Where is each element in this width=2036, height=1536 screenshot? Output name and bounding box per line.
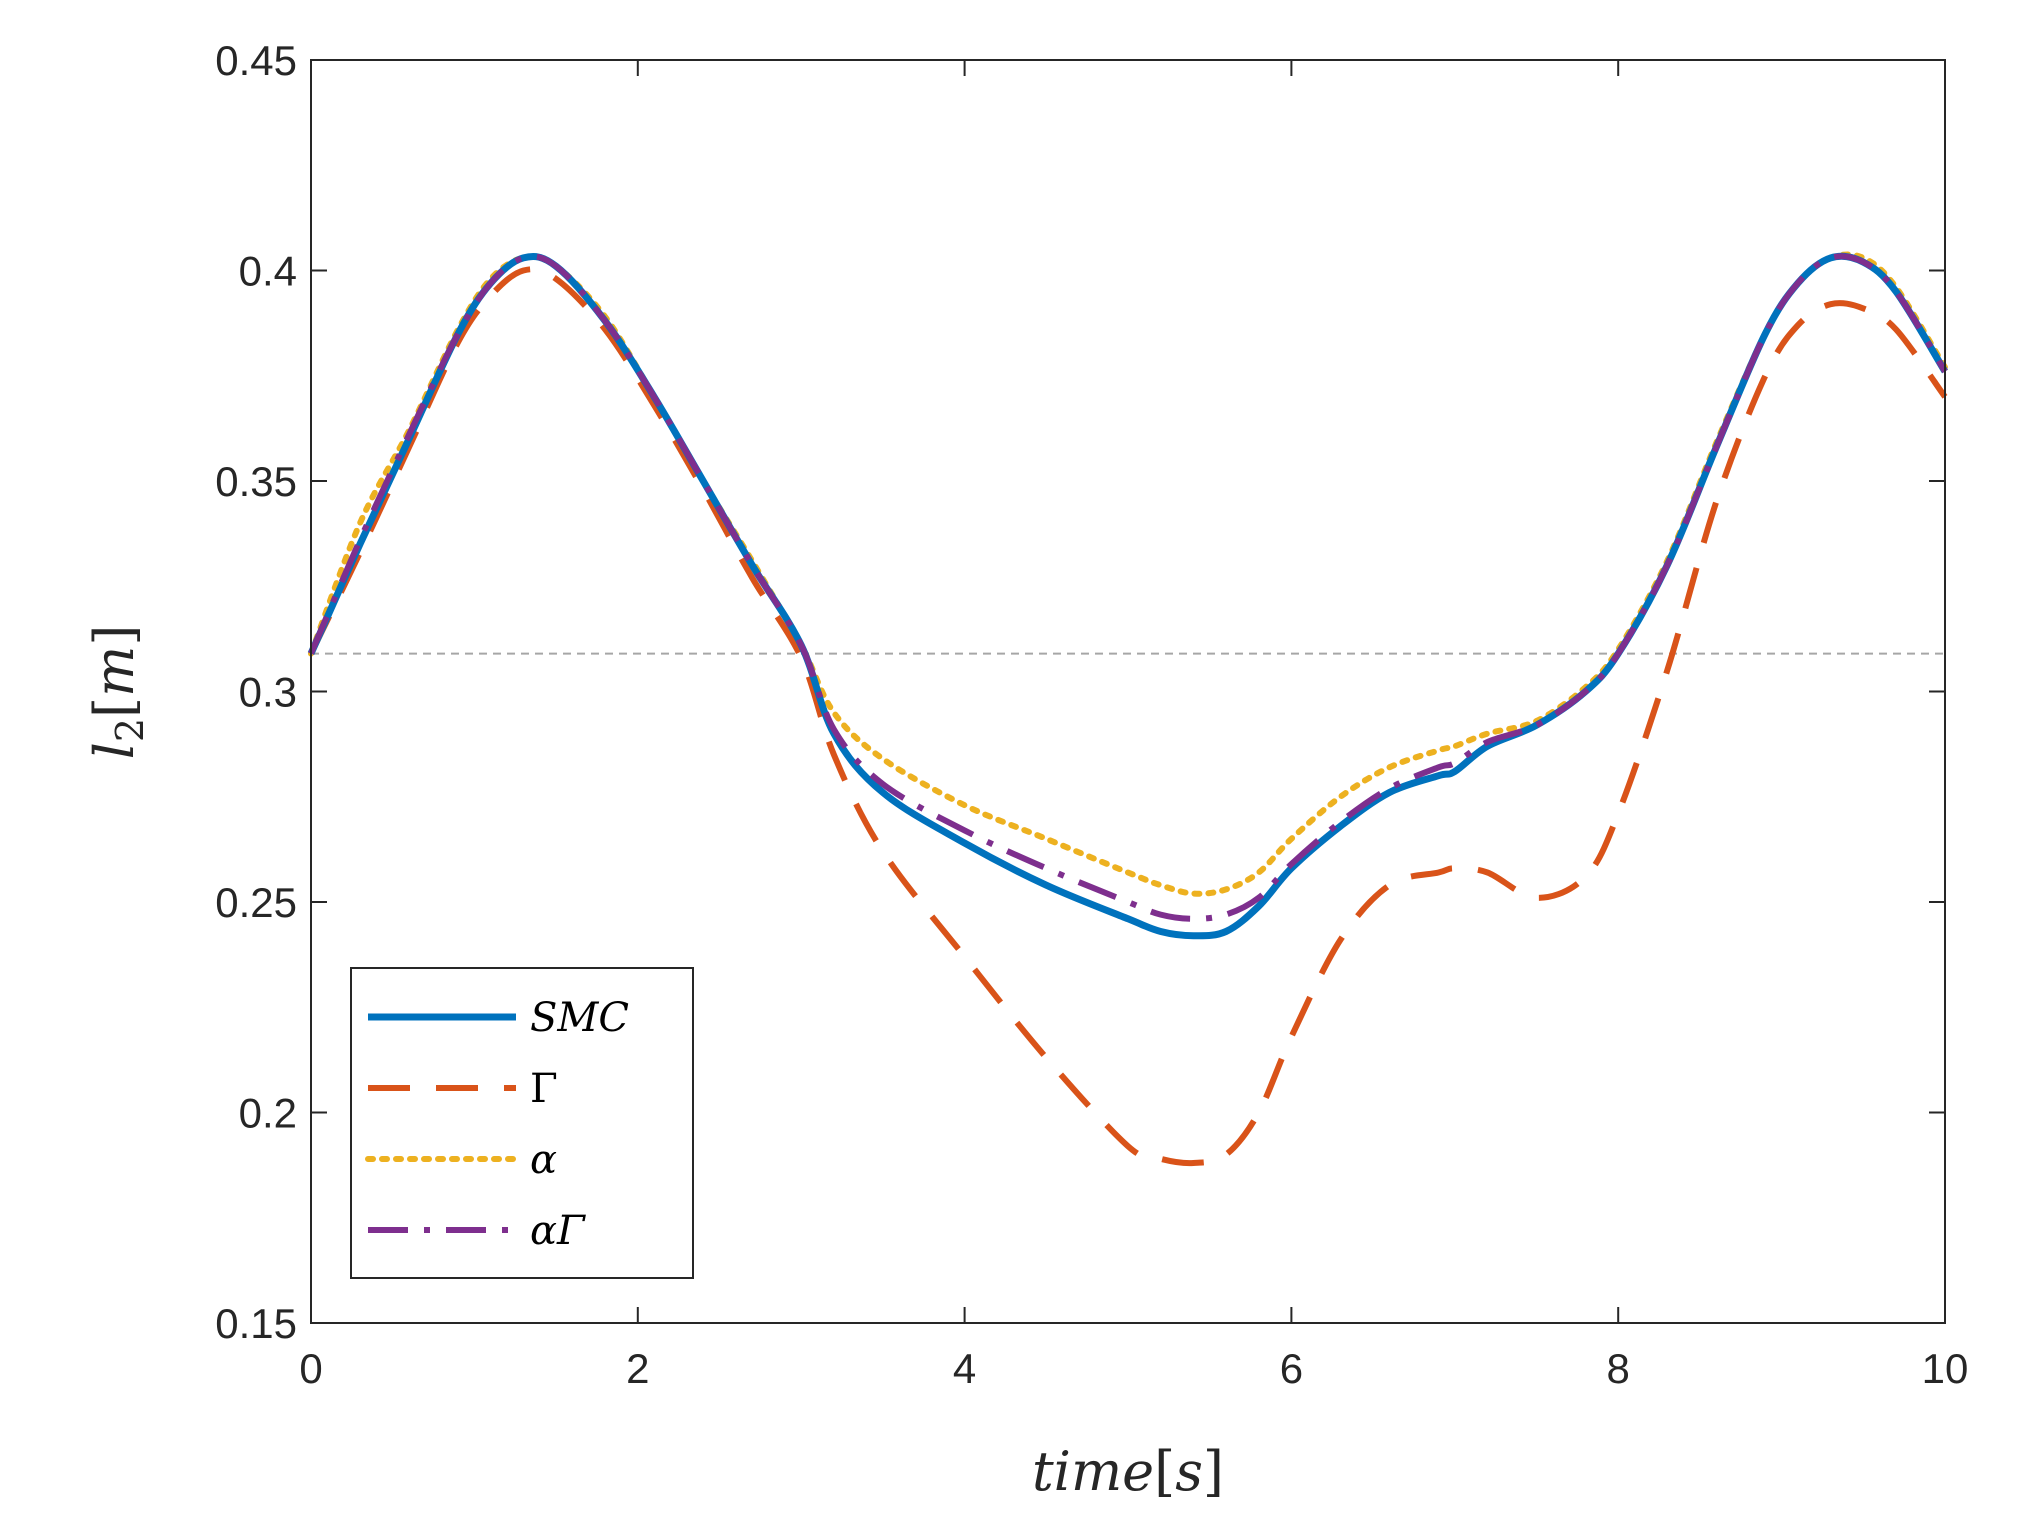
y-tick-label: 0.45 (215, 37, 297, 84)
legend-label-gamma: Γ (530, 1066, 558, 1112)
y-axis-label-open: [ (83, 697, 146, 718)
legend-label-smc: SMC (530, 995, 629, 1041)
legend-label-alpha-gamma: αΓ (530, 1208, 586, 1254)
y-axis-label-sub: 2 (108, 718, 152, 742)
y-tick-label: 0.35 (215, 458, 297, 505)
x-tick-label: 4 (953, 1345, 976, 1392)
x-tick-label: 6 (1280, 1345, 1303, 1392)
y-axis-label-close: ] (83, 625, 146, 646)
x-tick-label: 10 (1922, 1345, 1969, 1392)
x-axis-label-unit: s (1175, 1440, 1203, 1503)
tick-layer: 0 2 4 6 8 10 0.15 0.2 0.25 0.3 0.35 0.4 0.45 (215, 37, 1968, 1392)
x-tick-label: 8 (1607, 1345, 1630, 1392)
x-axis-label-open: [ (1154, 1440, 1175, 1503)
x-tick-label: 0 (299, 1345, 322, 1392)
x-tick-label: 2 (626, 1345, 649, 1392)
legend: SMC Γ α αΓ (350, 967, 694, 1279)
y-tick-label: 0.25 (215, 879, 297, 926)
x-axis-label-var: time (1032, 1440, 1154, 1503)
y-axis-label: l2[m] (83, 625, 152, 760)
series-line-1 (308, 266, 1948, 1167)
y-tick-label: 0.3 (239, 669, 297, 716)
y-axis-label-var: l (83, 742, 146, 759)
y-axis-label-unit: m (83, 646, 146, 697)
legend-label-alpha: α (530, 1137, 557, 1183)
y-tick-label: 0.2 (239, 1090, 297, 1137)
series-layer (307, 251, 1948, 1167)
y-tick-label: 0.4 (239, 248, 297, 295)
x-axis-label: time[s] (1032, 1440, 1224, 1503)
x-axis-label-close: ] (1203, 1440, 1224, 1503)
y-tick-label: 0.15 (215, 1300, 297, 1347)
series-line-3 (308, 253, 1948, 922)
legend-lines (365, 1013, 519, 1233)
